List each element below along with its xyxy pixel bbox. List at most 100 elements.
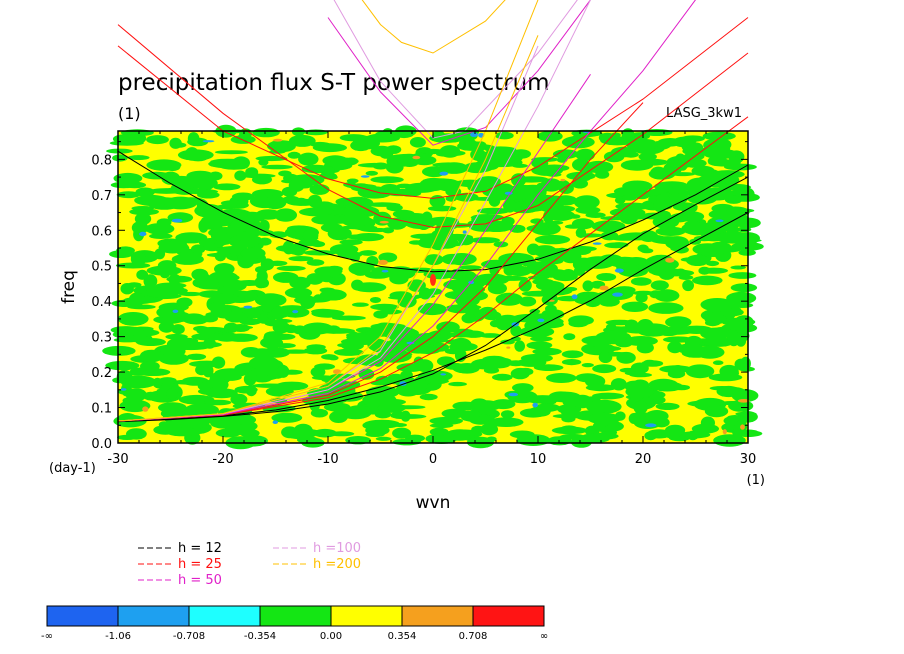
field-patch bbox=[419, 393, 438, 401]
field-low-spot bbox=[360, 175, 370, 178]
field-patch bbox=[575, 373, 600, 383]
field-patch bbox=[163, 196, 198, 210]
field-patch bbox=[125, 428, 147, 440]
field-patch bbox=[621, 128, 635, 141]
field-patch bbox=[273, 271, 299, 283]
field-patch bbox=[708, 373, 743, 382]
field-patch bbox=[569, 214, 581, 219]
field-low-spot bbox=[614, 268, 624, 273]
field-patch bbox=[561, 425, 578, 431]
dispersion-curve-50-branch-3 bbox=[117, 74, 591, 422]
field-patch bbox=[383, 268, 414, 276]
field-peak bbox=[430, 273, 436, 286]
field-patch bbox=[691, 423, 720, 434]
field-patch bbox=[537, 131, 563, 142]
field-patch bbox=[370, 176, 404, 184]
field-patch bbox=[552, 413, 587, 419]
field-patch bbox=[185, 417, 208, 429]
field-patch bbox=[130, 252, 147, 266]
field-patch bbox=[432, 130, 446, 142]
field-patch bbox=[166, 388, 178, 400]
field-patch bbox=[470, 148, 486, 161]
field-patch bbox=[346, 332, 370, 338]
field-patch bbox=[495, 276, 529, 281]
field-patch bbox=[339, 239, 363, 246]
field-patch bbox=[155, 282, 187, 289]
y-tick-label: 0.6 bbox=[91, 224, 112, 239]
field-patch bbox=[687, 229, 708, 236]
x-tick-label: 10 bbox=[530, 452, 547, 467]
field-patch bbox=[303, 207, 334, 216]
field-patch bbox=[201, 314, 218, 323]
field-patch bbox=[314, 363, 335, 370]
field-patch bbox=[386, 204, 403, 212]
field-patch bbox=[436, 356, 456, 367]
field-patch bbox=[286, 198, 319, 206]
field-low-spot bbox=[139, 231, 147, 237]
field-high-spot bbox=[379, 220, 389, 224]
field-low-spot bbox=[537, 318, 545, 323]
field-patch bbox=[271, 306, 286, 320]
field-patch bbox=[682, 347, 693, 353]
field-patch bbox=[605, 319, 634, 326]
field-patch bbox=[498, 252, 534, 265]
field-patch bbox=[333, 348, 364, 356]
field-patch bbox=[192, 277, 210, 288]
field-patch bbox=[721, 317, 756, 327]
dispersion-curve-200-branch-1 bbox=[361, 0, 506, 54]
field-low-spot bbox=[571, 294, 578, 300]
x-units-label: (1) bbox=[747, 473, 765, 488]
field-patch bbox=[191, 332, 227, 341]
field-patch bbox=[369, 297, 382, 303]
colorbar-swatch bbox=[472, 605, 545, 627]
field-patch bbox=[705, 260, 720, 267]
field-high-spot bbox=[506, 346, 511, 349]
field-patch bbox=[685, 364, 715, 379]
field-patch bbox=[275, 381, 309, 391]
colorbar-label: -0.354 bbox=[244, 631, 276, 642]
field-patch bbox=[640, 248, 654, 254]
field-low-spot bbox=[440, 373, 447, 376]
field-patch bbox=[146, 135, 169, 145]
field-patch bbox=[158, 377, 177, 385]
field-patch bbox=[282, 240, 295, 255]
field-patch bbox=[610, 132, 621, 138]
field-patch bbox=[264, 321, 285, 327]
field-patch bbox=[335, 157, 359, 165]
field-patch bbox=[503, 199, 517, 213]
field-patch bbox=[278, 170, 292, 177]
field-patch bbox=[429, 423, 454, 429]
field-patch bbox=[214, 251, 226, 262]
field-patch bbox=[146, 159, 182, 171]
field-low-spot bbox=[508, 392, 519, 397]
field-patch bbox=[658, 328, 680, 337]
field-patch bbox=[294, 296, 319, 305]
field-patch bbox=[263, 195, 287, 210]
field-patch bbox=[392, 427, 412, 439]
field-patch bbox=[172, 379, 200, 385]
field-patch bbox=[712, 360, 724, 366]
field-patch bbox=[672, 365, 684, 371]
field-patch bbox=[149, 233, 173, 240]
field-patch bbox=[561, 411, 579, 416]
field-patch bbox=[443, 180, 472, 186]
field-patch bbox=[451, 281, 471, 294]
field-high-spot bbox=[412, 155, 421, 160]
field-patch bbox=[441, 150, 466, 156]
field-patch bbox=[409, 137, 426, 148]
field-patch bbox=[556, 157, 568, 163]
field-patch bbox=[494, 153, 520, 163]
y-tick-label: 0.8 bbox=[91, 153, 112, 168]
field-patch bbox=[335, 197, 355, 206]
field-patch bbox=[672, 136, 694, 148]
field-patch bbox=[352, 302, 369, 307]
field-patch bbox=[429, 416, 464, 425]
field-patch bbox=[419, 177, 447, 192]
field-patch bbox=[728, 272, 757, 279]
field-patch bbox=[526, 225, 550, 232]
field-patch bbox=[621, 301, 649, 312]
field-patch bbox=[487, 417, 524, 428]
dispersion-curve-50-branch-1 bbox=[327, 0, 591, 146]
field-patch bbox=[324, 166, 336, 177]
field-patch bbox=[576, 233, 604, 238]
